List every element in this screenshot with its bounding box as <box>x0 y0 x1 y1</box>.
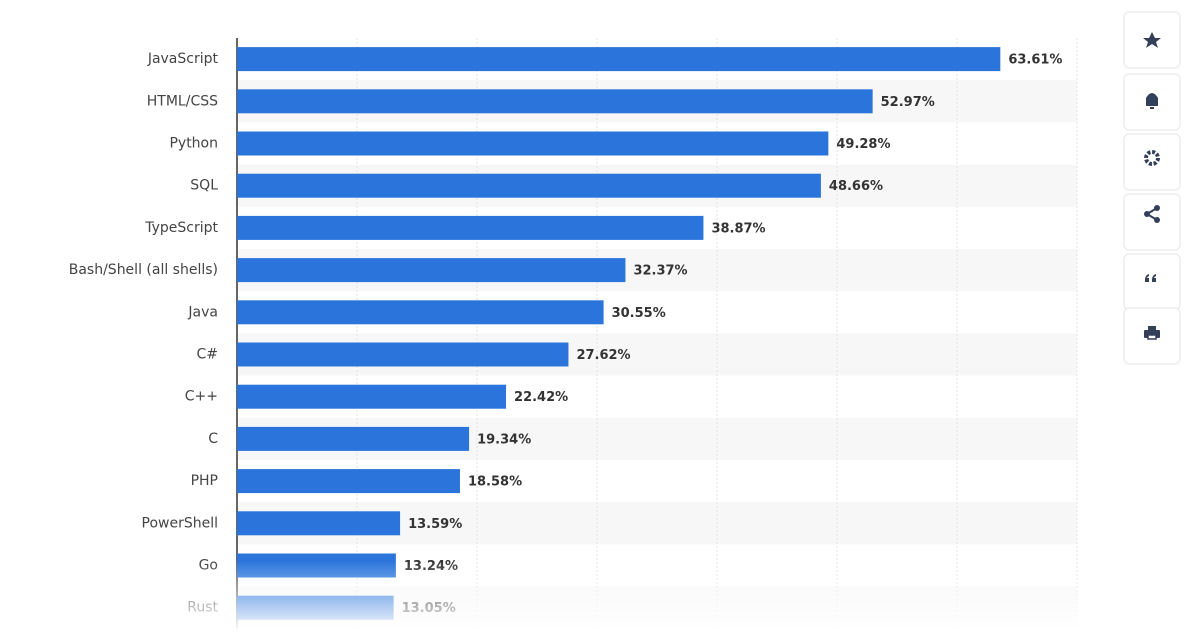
y-tick-label: JavaScript <box>147 51 219 67</box>
bar <box>237 47 1001 72</box>
print-button[interactable] <box>1123 307 1181 365</box>
bar <box>237 384 507 409</box>
data-label: 49.28% <box>836 137 890 152</box>
data-label: 63.61% <box>1008 53 1062 68</box>
bar <box>237 469 460 494</box>
data-label: 48.66% <box>829 179 883 194</box>
data-label: 22.42% <box>514 390 568 405</box>
y-tick-label: C <box>208 431 218 447</box>
cite-button[interactable] <box>1123 253 1181 311</box>
data-label: 13.59% <box>408 517 462 532</box>
favorite-button[interactable] <box>1123 11 1181 69</box>
bar <box>237 426 470 451</box>
bar <box>237 258 626 283</box>
settings-button[interactable] <box>1123 133 1181 191</box>
y-tick-label: Bash/Shell (all shells) <box>69 262 218 278</box>
data-label: 38.87% <box>711 221 765 236</box>
toolbar <box>1123 11 1181 365</box>
data-label: 52.97% <box>881 95 935 110</box>
data-label: 32.37% <box>633 264 687 279</box>
data-label: 18.58% <box>468 475 522 490</box>
y-tick-label: TypeScript <box>144 220 218 236</box>
data-label: 27.62% <box>576 348 630 363</box>
y-tick-label: SQL <box>190 178 218 194</box>
y-tick-label: Python <box>169 136 218 152</box>
y-tick-label: C++ <box>185 389 218 405</box>
data-label: 19.34% <box>477 432 531 447</box>
share-button[interactable] <box>1123 193 1181 251</box>
y-tick-label: C# <box>196 347 218 363</box>
notification-button[interactable] <box>1123 73 1181 131</box>
bar <box>237 300 604 325</box>
bar <box>237 131 829 156</box>
data-label: 30.55% <box>612 306 666 321</box>
fade-overlay <box>0 560 1100 628</box>
bar <box>237 511 401 536</box>
y-tick-label: Java <box>187 304 218 320</box>
bar <box>237 89 873 114</box>
y-tick-label: HTML/CSS <box>147 93 218 109</box>
bar <box>237 215 704 240</box>
y-tick-label: PHP <box>191 473 218 489</box>
bar <box>237 342 569 367</box>
y-tick-label: PowerShell <box>142 515 218 531</box>
bar <box>237 173 821 198</box>
